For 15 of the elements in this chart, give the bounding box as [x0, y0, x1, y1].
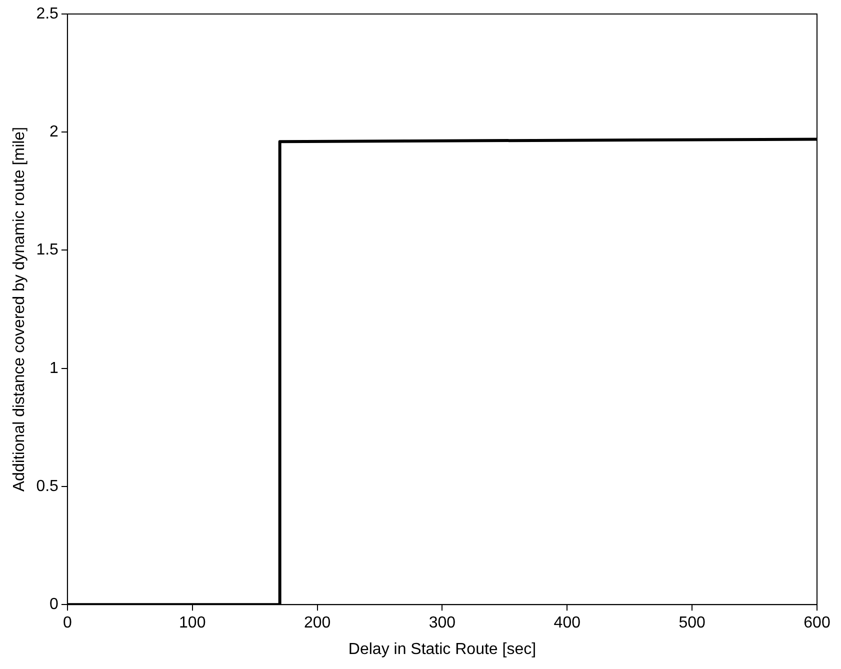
x-tick-label: 200 — [304, 614, 331, 632]
y-tick-label: 1.5 — [36, 242, 59, 259]
x-tick-label: 400 — [554, 614, 581, 632]
y-tick-label: 1 — [50, 360, 59, 377]
y-tick-label: 2 — [50, 124, 59, 141]
x-tick-label: 600 — [804, 614, 830, 632]
y-axis-title: Additional distance covered by dynamic route [mile] — [11, 126, 28, 492]
x-axis-title: Delay in Static Route [sec] — [348, 640, 536, 658]
x-tick-label: 500 — [678, 614, 706, 632]
x-tick-label: 100 — [179, 614, 206, 632]
x-tick-label: 0 — [62, 614, 72, 632]
x-tick-label: 300 — [428, 614, 456, 632]
y-tick-label: 0.5 — [36, 478, 59, 495]
y-tick-label: 0 — [50, 596, 59, 614]
y-tick-label: 2.5 — [36, 5, 59, 22]
